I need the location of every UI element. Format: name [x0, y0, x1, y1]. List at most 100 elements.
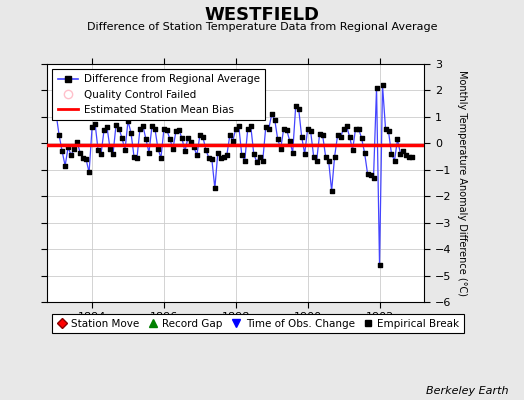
Point	[79, 155, 88, 161]
Point	[190, 144, 198, 150]
Point	[193, 152, 201, 158]
Point	[375, 262, 384, 268]
Point	[169, 146, 177, 152]
Point	[58, 148, 67, 154]
Point	[202, 147, 210, 153]
Point	[160, 126, 168, 132]
Point	[235, 123, 243, 129]
Point	[106, 146, 114, 152]
Point	[274, 136, 282, 142]
Point	[333, 132, 342, 139]
Legend: Station Move, Record Gap, Time of Obs. Change, Empirical Break: Station Move, Record Gap, Time of Obs. C…	[52, 314, 464, 333]
Point	[91, 120, 99, 127]
Point	[247, 123, 255, 129]
Point	[303, 126, 312, 132]
Text: Berkeley Earth: Berkeley Earth	[426, 386, 508, 396]
Point	[390, 157, 399, 164]
Point	[94, 147, 102, 153]
Point	[118, 135, 126, 141]
Point	[166, 136, 174, 142]
Point	[205, 155, 213, 161]
Point	[328, 188, 336, 194]
Point	[331, 153, 339, 160]
Text: WESTFIELD: WESTFIELD	[204, 6, 320, 24]
Point	[67, 152, 75, 158]
Point	[261, 124, 270, 131]
Point	[70, 146, 78, 152]
Point	[64, 144, 72, 150]
Point	[115, 126, 123, 132]
Point	[172, 128, 180, 135]
Point	[124, 118, 132, 124]
Point	[348, 147, 357, 153]
Point	[178, 135, 186, 141]
Point	[226, 132, 234, 139]
Point	[384, 128, 392, 135]
Point	[103, 124, 111, 131]
Text: Difference of Station Temperature Data from Regional Average: Difference of Station Temperature Data f…	[87, 22, 437, 32]
Point	[181, 148, 189, 154]
Point	[387, 151, 396, 157]
Point	[369, 174, 378, 181]
Point	[145, 149, 153, 156]
Point	[55, 132, 63, 139]
Point	[220, 153, 228, 160]
Point	[88, 124, 96, 131]
Point	[363, 170, 372, 177]
Point	[174, 127, 183, 133]
Point	[352, 126, 360, 132]
Point	[381, 126, 390, 132]
Point	[112, 122, 120, 128]
Point	[373, 85, 381, 91]
Point	[85, 169, 93, 176]
Point	[184, 135, 192, 141]
Point	[139, 123, 147, 129]
Point	[361, 149, 369, 156]
Point	[277, 146, 285, 152]
Point	[241, 157, 249, 164]
Point	[237, 152, 246, 158]
Point	[195, 132, 204, 139]
Point	[109, 151, 117, 157]
Point	[345, 134, 354, 140]
Point	[142, 136, 150, 142]
Point	[154, 146, 162, 152]
Point	[187, 139, 195, 145]
Point	[208, 156, 216, 162]
Point	[340, 126, 348, 132]
Point	[130, 153, 138, 160]
Legend: Difference from Regional Average, Quality Control Failed, Estimated Station Mean: Difference from Regional Average, Qualit…	[52, 69, 265, 120]
Point	[396, 151, 405, 157]
Point	[211, 185, 219, 192]
Point	[100, 127, 108, 133]
Point	[97, 151, 105, 157]
Point	[336, 134, 345, 140]
Point	[214, 149, 222, 156]
Point	[312, 157, 321, 164]
Point	[76, 149, 84, 156]
Point	[319, 132, 327, 139]
Point	[228, 138, 237, 144]
Point	[291, 103, 300, 110]
Point	[256, 153, 264, 160]
Point	[294, 106, 303, 112]
Point	[324, 157, 333, 164]
Point	[279, 126, 288, 132]
Point	[223, 152, 231, 158]
Point	[354, 126, 363, 132]
Point	[408, 153, 417, 160]
Point	[270, 116, 279, 123]
Point	[357, 135, 366, 141]
Point	[157, 155, 165, 161]
Point	[148, 123, 156, 129]
Point	[121, 147, 129, 153]
Point	[315, 131, 324, 137]
Y-axis label: Monthly Temperature Anomaly Difference (°C): Monthly Temperature Anomaly Difference (…	[457, 70, 467, 296]
Point	[394, 136, 402, 142]
Point	[286, 138, 294, 144]
Point	[366, 172, 375, 178]
Point	[282, 127, 291, 133]
Point	[61, 163, 69, 169]
Point	[310, 153, 318, 160]
Point	[342, 123, 351, 129]
